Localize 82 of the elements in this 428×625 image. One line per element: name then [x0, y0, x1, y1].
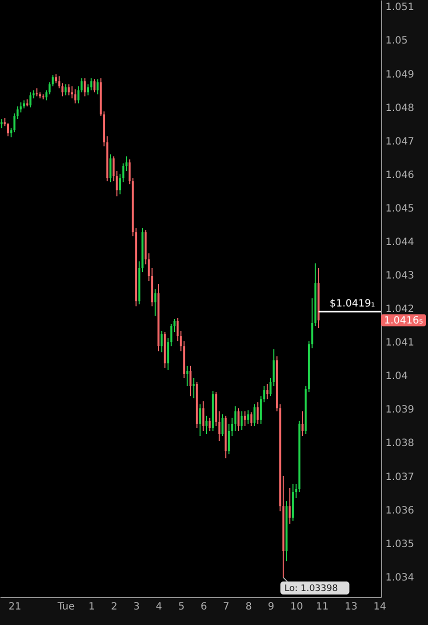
x-tick-label: 4: [156, 602, 162, 612]
x-tick-label: 1: [88, 602, 95, 612]
candlestick: [170, 323, 172, 347]
candlestick: [55, 74, 58, 84]
candlestick: [20, 102, 22, 113]
candlestick: [238, 408, 240, 432]
x-tick-label: 7: [223, 602, 230, 612]
candlestick: [222, 414, 224, 437]
candlestick: [160, 330, 163, 353]
y-tick-label: 1.04: [386, 371, 408, 382]
candlestick: [206, 415, 208, 434]
x-tick-label: Tue: [56, 602, 75, 612]
candlestick: [256, 402, 259, 424]
x-tick-label: 9: [268, 602, 274, 612]
candlestick: [64, 84, 67, 96]
ref-line-label: $1.0419₁: [330, 298, 375, 310]
y-tick-label: 1.043: [386, 270, 414, 282]
candlestick: [266, 384, 268, 400]
y-tick-label: 1.046: [386, 170, 414, 181]
annotation: Lo: 1.03398: [284, 584, 338, 594]
candlestick: [240, 410, 243, 430]
candlestick: [42, 94, 44, 100]
candlestick: [52, 74, 54, 87]
y-tick-label: 1.051: [386, 2, 414, 14]
x-tick-label: 2: [110, 602, 118, 612]
candlestick: [116, 170, 118, 197]
y-tick-label: 1.038: [386, 438, 414, 450]
x-tick-label: 14: [374, 602, 386, 612]
x-tick-label: 13: [344, 602, 358, 612]
candlestick: [190, 365, 192, 397]
candlestick: [112, 156, 115, 182]
candlestick: [192, 377, 195, 399]
x-tick-label: 5: [178, 602, 185, 612]
candlestick: [247, 410, 250, 424]
y-tick-label: 1.039: [386, 404, 414, 416]
candlestick: [202, 400, 204, 432]
candlestick: [199, 404, 202, 437]
y-tick-label: 1.042: [386, 304, 414, 316]
candlestick: [74, 88, 76, 104]
candlestick: [244, 410, 246, 426]
text: 1.0416₅: [384, 315, 423, 326]
candlestick: [29, 92, 32, 108]
candlestick: [250, 412, 252, 426]
candlestick: [167, 338, 170, 370]
x-tick-label: 3: [133, 602, 140, 612]
y-tick-label: 1.041: [386, 338, 414, 349]
y-tick-label: 1.05: [386, 36, 408, 47]
candlestick: [176, 317, 179, 342]
y-tick-label: 1.044: [386, 236, 414, 248]
candlestick: [93, 78, 96, 93]
x-tick-label: 11: [316, 602, 329, 612]
candlestick: [218, 410, 220, 442]
y-tick-label: 1.045: [386, 203, 414, 214]
x-tick-label: 10: [290, 602, 304, 612]
candlestick: [288, 487, 291, 524]
y-tick-label: 1.034: [386, 572, 414, 584]
candlestick: [96, 78, 99, 95]
candlestick: [10, 128, 12, 138]
candlestick: [154, 288, 156, 316]
candlestick: [208, 417, 211, 432]
y-tick-label: 1.048: [386, 102, 414, 114]
candlestick: [186, 365, 188, 387]
candlestick: [0, 118, 3, 129]
y-tick-label: 1.047: [386, 136, 414, 148]
candlestick: [84, 78, 86, 97]
y-tick-label: 1.037: [386, 472, 414, 483]
candlestick: [234, 406, 236, 432]
x-tick-label: 8: [245, 602, 252, 612]
candlestick: [119, 174, 122, 195]
x-tick-label: 21: [8, 602, 22, 612]
candlestick: [61, 82, 64, 97]
y-tick-label: 1.049: [386, 69, 414, 80]
candlestick: [109, 154, 112, 183]
candlestick: [128, 158, 131, 185]
candlestick: [36, 88, 38, 97]
y-tick-label: 1.036: [386, 505, 414, 516]
candlestick: [68, 84, 70, 96]
candlestick: [302, 410, 304, 437]
candlestick: [58, 76, 60, 89]
y-tick-label: 1.035: [386, 538, 414, 550]
candlestick: [254, 404, 256, 426]
x-tick-label: 6: [200, 602, 207, 612]
